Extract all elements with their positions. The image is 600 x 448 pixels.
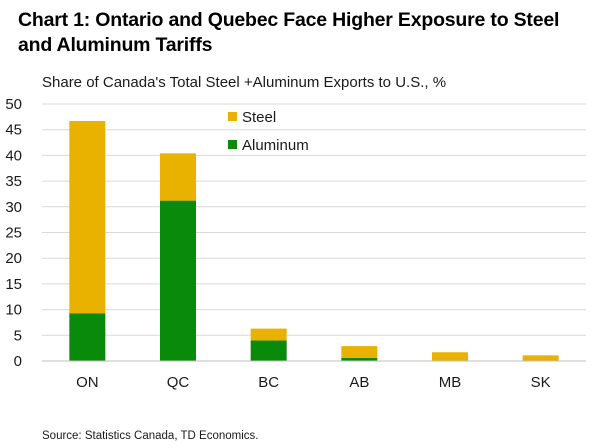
- bar-aluminum-qc: [160, 200, 196, 361]
- source-note: Source: Statistics Canada, TD Economics.: [42, 430, 259, 442]
- x-tick-label: AB: [349, 374, 369, 391]
- bar-steel-on: [69, 120, 106, 314]
- bar-steel-bc: [250, 328, 287, 341]
- legend-swatch-steel: [228, 112, 237, 121]
- bar-aluminum-bc: [250, 340, 287, 361]
- bar-steel-qc: [160, 153, 196, 201]
- x-tick-label: QC: [167, 374, 190, 391]
- bar-steel-ab: [341, 346, 378, 358]
- y-tick-label: 25: [5, 225, 22, 242]
- y-tick-label: 10: [5, 302, 22, 319]
- x-tick-label: MB: [439, 374, 462, 391]
- y-tick-label: 35: [5, 173, 22, 190]
- x-tick-label: SK: [531, 374, 551, 391]
- legend-swatch-aluminum: [228, 140, 237, 149]
- legend-label-steel: Steel: [242, 109, 276, 126]
- y-tick-label: 0: [14, 353, 22, 370]
- y-tick-label: 40: [5, 147, 22, 164]
- y-tick-label: 15: [5, 276, 22, 293]
- x-tick-label: BC: [258, 374, 279, 391]
- x-tick-label: ON: [76, 374, 99, 391]
- bar-steel-sk: [522, 355, 559, 361]
- y-tick-label: 5: [14, 327, 22, 344]
- y-tick-label: 20: [5, 250, 22, 267]
- bar-steel-mb: [432, 352, 468, 361]
- chart-subtitle: Share of Canada's Total Steel +Aluminum …: [42, 74, 447, 91]
- y-tick-label: 30: [5, 199, 22, 216]
- chart-title: Chart 1: Ontario and Quebec Face Higher …: [18, 9, 560, 56]
- bar-aluminum-ab: [341, 357, 378, 361]
- legend-label-aluminum: Aluminum: [242, 137, 309, 154]
- y-tick-label: 50: [5, 96, 22, 113]
- bar-aluminum-on: [69, 313, 106, 361]
- y-tick-label: 45: [5, 122, 22, 139]
